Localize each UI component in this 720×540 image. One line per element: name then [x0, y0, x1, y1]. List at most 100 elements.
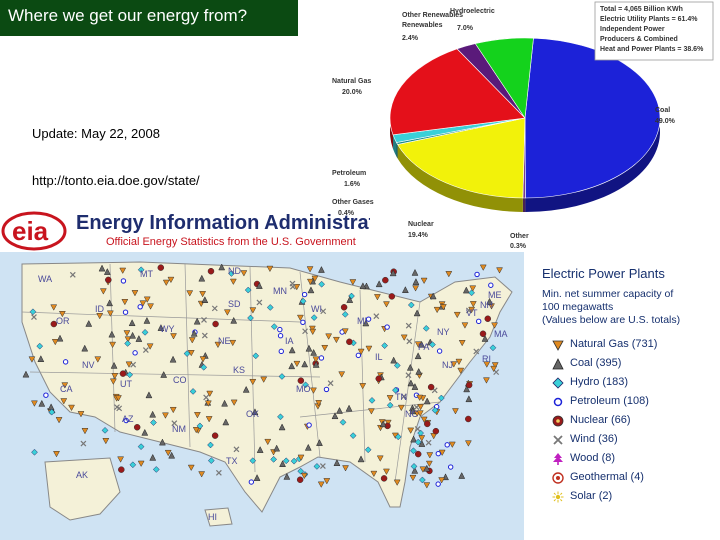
- plant-marker-gas: [452, 408, 459, 415]
- slice-pct-nuclear: 19.4%: [408, 232, 429, 239]
- plant-marker-coal: [135, 335, 143, 342]
- plant-marker-gas: [230, 399, 238, 406]
- plant-marker-gas: [297, 454, 305, 461]
- plant-marker-coal: [128, 319, 136, 327]
- plant-marker-gas: [193, 412, 201, 419]
- plant-marker-gas: [323, 478, 331, 485]
- plant-marker-coal: [418, 440, 426, 447]
- plant-marker-hydro: [410, 463, 418, 470]
- plant-marker-hydro: [270, 456, 277, 463]
- plant-marker-pet: [306, 422, 312, 428]
- alaska-inset: [44, 457, 121, 521]
- plant-marker-nuc: [105, 276, 112, 284]
- plant-marker-gas: [417, 403, 425, 411]
- plant-marker-coal: [345, 404, 353, 412]
- plant-marker-wind: [406, 338, 413, 345]
- plant-marker-hydro: [394, 433, 402, 441]
- plant-marker-gas: [164, 449, 172, 457]
- plant-marker-coal: [273, 444, 281, 452]
- plant-marker-gas: [117, 456, 125, 463]
- plant-marker-nuc: [465, 415, 472, 423]
- update-date: Update: May 22, 2008: [32, 126, 160, 141]
- geothermal-icon: [552, 472, 564, 484]
- plant-marker-gas: [341, 328, 349, 335]
- state-label: NH: [480, 300, 493, 310]
- plant-marker-gas: [167, 276, 175, 284]
- plant-marker-hydro: [249, 457, 257, 465]
- plant-marker-coal: [149, 453, 157, 461]
- eia-logo: eia: [1, 211, 67, 251]
- plant-marker-gas: [338, 371, 346, 378]
- plant-marker-coal: [288, 346, 296, 354]
- plant-marker-coal: [253, 474, 261, 481]
- plant-marker-gas: [312, 356, 320, 363]
- plant-marker-gas: [483, 377, 490, 384]
- plant-marker-coal: [406, 363, 414, 371]
- plant-marker-coal: [22, 370, 30, 378]
- title-banner: Where we get our energy from?: [0, 0, 298, 36]
- plant-marker-hydro: [414, 438, 422, 446]
- plant-marker-gas: [162, 412, 169, 419]
- plant-marker-coal: [413, 309, 421, 317]
- plant-marker-wind: [80, 440, 87, 447]
- plant-marker-nuc: [212, 320, 219, 328]
- plant-marker-coal: [283, 472, 291, 480]
- plant-marker-wind: [233, 446, 240, 453]
- generation-pie-chart: Total = 4,065 Billion KWh Electric Utili…: [330, 0, 720, 252]
- plant-marker-hydro: [429, 341, 436, 348]
- plant-marker-gas: [146, 343, 154, 350]
- plant-marker-gas: [123, 330, 131, 337]
- plant-marker-coal: [37, 355, 45, 362]
- plant-marker-wind: [302, 328, 308, 335]
- plant-marker-gas: [458, 340, 466, 347]
- plant-marker-coal: [333, 459, 341, 466]
- plant-marker-pet: [323, 386, 330, 393]
- plant-marker-gas: [383, 468, 390, 475]
- page-title: Where we get our energy from?: [8, 6, 248, 25]
- plant-marker-coal: [463, 385, 471, 393]
- plant-marker-gas: [109, 341, 117, 349]
- plant-marker-hydro: [228, 270, 235, 277]
- plant-marker-hydro: [392, 386, 399, 394]
- plant-marker-coal: [201, 296, 209, 303]
- plant-marker-hydro: [297, 467, 305, 475]
- plant-marker-nuc: [340, 304, 348, 311]
- plant-marker-gas: [198, 471, 206, 478]
- plant-marker-hydro: [419, 476, 426, 484]
- plant-marker-coal: [458, 471, 466, 479]
- legend-item-natural-gas: Natural Gas (731): [570, 338, 658, 350]
- plant-marker-pet: [355, 352, 362, 359]
- plant-marker-coal: [362, 319, 370, 327]
- plant-marker-hydro: [282, 457, 290, 465]
- plant-marker-gas: [249, 378, 257, 386]
- eia-logo-text: eia: [12, 216, 49, 246]
- plant-marker-gas: [109, 378, 117, 385]
- plant-marker-gas: [94, 356, 102, 363]
- plant-marker-wind: [203, 394, 210, 401]
- plant-marker-gas: [370, 470, 378, 478]
- plant-marker-gas: [357, 348, 365, 356]
- plant-marker-gas: [192, 427, 200, 434]
- plant-marker-coal: [222, 418, 230, 426]
- plant-marker-gas: [365, 345, 373, 353]
- plant-marker-hydro: [489, 344, 497, 352]
- state-label: MO: [296, 384, 311, 394]
- plant-marker-hydro: [48, 408, 56, 416]
- plant-marker-wind: [69, 271, 76, 278]
- plant-marker-gas: [96, 313, 104, 320]
- plant-marker-hydro: [266, 304, 274, 311]
- plant-marker-coal: [310, 348, 318, 356]
- plant-marker-gas: [310, 387, 317, 394]
- plant-marker-gas: [99, 288, 107, 295]
- power-plants-map[interactable]: WA MT ND MN OR ID SD WI MI VT NH ME WY N…: [0, 252, 524, 540]
- slice-label-other: Other: [510, 233, 529, 240]
- plant-marker-coal: [160, 370, 168, 378]
- plant-marker-pet: [447, 464, 454, 470]
- plant-marker-coal: [465, 395, 473, 403]
- plant-marker-gas: [266, 265, 274, 273]
- plant-marker-hydro: [150, 419, 157, 426]
- plant-marker-hydro: [368, 397, 376, 404]
- plant-marker-wind: [211, 305, 218, 312]
- source-url[interactable]: http://tonto.eia.doe.gov/state/: [32, 173, 200, 188]
- plant-marker-wind: [201, 332, 208, 339]
